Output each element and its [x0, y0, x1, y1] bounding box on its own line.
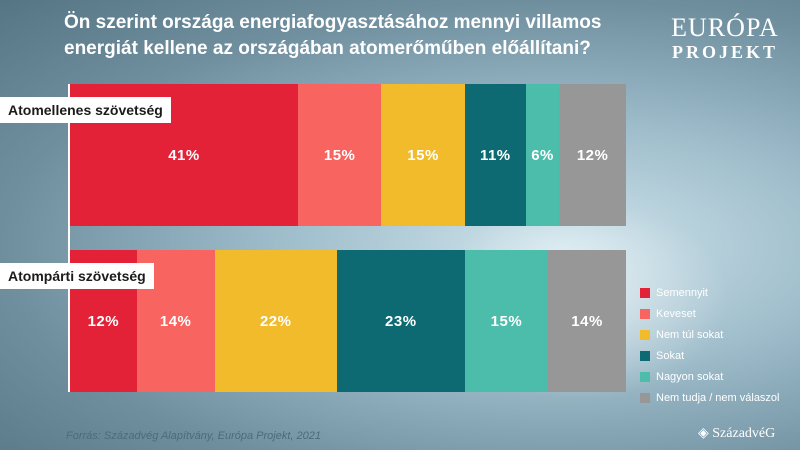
- logo-line-1: EURÓPA: [671, 13, 779, 42]
- data-label: 23%: [385, 312, 417, 330]
- chart-axis-line: [68, 84, 70, 392]
- source-note: Forrás: Századvég Alapítvány, Európa Pro…: [66, 430, 321, 442]
- legend-item: Nem tudja / nem válaszol: [640, 387, 780, 408]
- legend-label: Nem túl sokat: [656, 328, 724, 341]
- legend-item: Keveset: [640, 303, 780, 324]
- legend-label: Semennyit: [656, 286, 708, 299]
- category-label-atomellenes: Atomellenes szövetség: [0, 97, 171, 123]
- legend-item: Sokat: [640, 345, 780, 366]
- szazadveg-brand: ◈ SzázadvéG: [698, 426, 776, 441]
- legend-label: Nagyon sokat: [656, 370, 724, 383]
- bar-segment: 15%: [297, 84, 382, 226]
- legend-swatch: [640, 371, 650, 382]
- stacked-bar-atomparti: 12% 14% 22% 23% 15% 14%: [70, 250, 626, 392]
- bar-segment: 15%: [381, 84, 465, 226]
- legend-item: Nagyon sokat: [640, 366, 780, 387]
- data-label: 12%: [87, 312, 120, 330]
- bar-segment: 22%: [214, 250, 337, 392]
- bar-segment: 11%: [464, 84, 526, 226]
- data-label: 22%: [259, 312, 292, 330]
- legend-item: Semennyit: [640, 282, 780, 303]
- data-label: 41%: [168, 146, 200, 164]
- bar-segment: 12%: [559, 84, 626, 226]
- data-label: 15%: [323, 146, 356, 164]
- category-label-atomparti: Atompárti szövetség: [0, 263, 154, 289]
- data-label: 15%: [407, 146, 439, 164]
- legend-label: Sokat: [656, 349, 685, 362]
- data-label: 12%: [576, 146, 609, 164]
- europa-projekt-logo: EURÓPA PROJEKT: [660, 13, 790, 63]
- bar-segment: 6%: [525, 84, 560, 226]
- bar-segment: 14%: [548, 250, 626, 392]
- legend-swatch: [640, 392, 650, 403]
- data-label: 11%: [479, 146, 511, 164]
- data-label: 6%: [531, 146, 554, 164]
- legend-swatch: [640, 308, 650, 319]
- data-label: 15%: [490, 312, 523, 330]
- legend-swatch: [640, 350, 650, 361]
- bar-segment: 23%: [336, 250, 465, 392]
- chart-legend: Semennyit Keveset Nem túl sokat Sokat Nagyon…: [640, 282, 780, 408]
- legend-label: Nem tudja / nem válaszol: [656, 391, 780, 404]
- legend-label: Keveset: [656, 307, 696, 320]
- data-label: 14%: [159, 312, 192, 330]
- legend-swatch: [640, 287, 650, 298]
- chart-title: Ön szerint országa energiafogyasztásához…: [64, 12, 602, 59]
- logo-line-2: PROJEKT: [671, 42, 778, 62]
- data-label: 14%: [571, 312, 603, 330]
- bar-segment: 15%: [464, 250, 549, 392]
- stacked-bar-atomellenes: 41% 15% 15% 11% 6% 12%: [70, 84, 626, 226]
- legend-swatch: [640, 329, 650, 340]
- legend-item: Nem túl sokat: [640, 324, 780, 345]
